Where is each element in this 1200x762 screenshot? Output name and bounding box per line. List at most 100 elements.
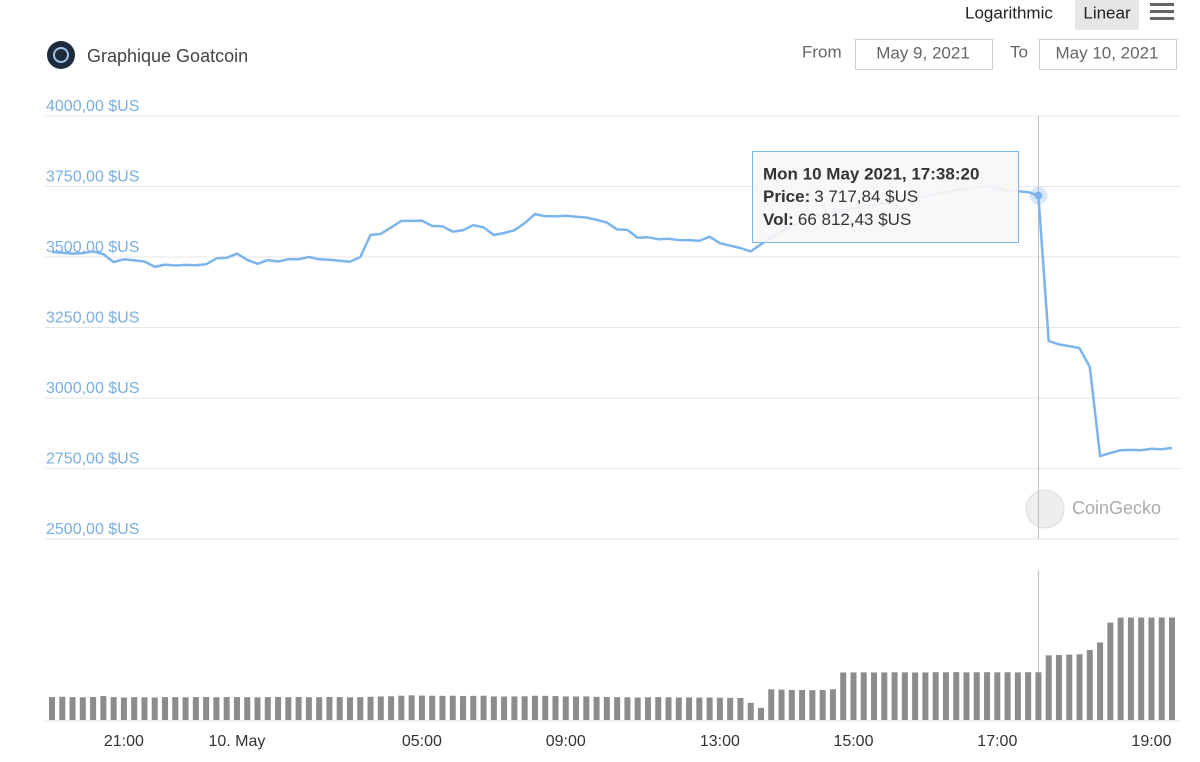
volume-bar: [1148, 617, 1155, 720]
volume-bar: [860, 672, 867, 720]
volume-bar: [357, 697, 364, 720]
volume-bar: [346, 697, 353, 720]
volume-bar: [727, 697, 734, 720]
volume-bar: [634, 697, 641, 720]
to-label: To: [1010, 42, 1028, 61]
scale-button[interactable]: Linear: [1083, 3, 1131, 22]
volume-bar: [994, 672, 1001, 720]
volume-bar: [542, 695, 549, 720]
x-tick-label: 10. May: [208, 733, 265, 750]
volume-bar: [891, 672, 898, 720]
tooltip-value: 66 812,43 $US: [798, 210, 911, 229]
from-date: May 9, 2021: [876, 43, 970, 62]
volume-bar: [1014, 672, 1021, 720]
menu-bar: [1150, 3, 1174, 6]
volume-bar: [470, 695, 477, 720]
volume-bar: [326, 697, 333, 720]
volume-bar: [1004, 672, 1011, 720]
volume-bar: [480, 695, 487, 720]
volume-bar: [1055, 655, 1062, 720]
volume-bar: [655, 697, 662, 720]
volume-bar: [706, 697, 713, 720]
volume-bar: [1158, 617, 1165, 720]
volume-bar: [531, 695, 538, 720]
volume-bar: [429, 695, 436, 720]
volume-bar: [573, 696, 580, 720]
volume-bar: [768, 689, 775, 720]
volume-bar: [254, 697, 261, 720]
tooltip: Mon 10 May 2021, 17:38:20 Price: 3 717,84 …: [752, 151, 1019, 243]
tooltip-label: Price:: [763, 187, 810, 206]
volume-bar: [562, 696, 569, 720]
menu-button[interactable]: [1150, 3, 1174, 20]
volume-bar: [1117, 617, 1124, 720]
active-button-bg: [1075, 0, 1139, 30]
tooltip-value: 3 717,84 $US: [814, 187, 918, 206]
menu-bar: [1150, 17, 1174, 20]
tooltip-label: Vol:: [763, 210, 794, 229]
volume-bar: [336, 697, 343, 720]
volume-bar: [603, 697, 610, 720]
tooltip-row: Price: 3 717,84 $US: [763, 187, 918, 206]
coin-icon: [47, 41, 75, 69]
x-tick-label: 05:00: [402, 733, 442, 750]
volume-bar: [922, 672, 929, 720]
volume-bar: [1045, 655, 1052, 720]
volume-bar: [932, 672, 939, 720]
to-date: May 10, 2021: [1055, 43, 1158, 62]
volume-bar: [223, 697, 230, 720]
volume-bar: [79, 697, 86, 720]
to-input[interactable]: [1039, 39, 1177, 70]
y-tick-label: 4000,00 $US: [46, 98, 139, 115]
volume-bar: [367, 696, 374, 720]
volume-bar: [881, 672, 888, 720]
volume-bar: [449, 695, 456, 720]
volume-bar: [819, 690, 826, 720]
chart-title: Graphique Goatcoin: [87, 46, 248, 66]
volume-bar: [953, 672, 960, 720]
volume-bar: [1127, 617, 1134, 720]
scale-button[interactable]: Logarithmic: [965, 3, 1053, 22]
volume-bar: [644, 697, 651, 720]
coin-icon-detail: [53, 47, 69, 63]
volume-bar: [388, 696, 395, 720]
volume-bar: [418, 695, 425, 720]
watermark-logo: [1025, 489, 1065, 529]
volume-bar: [316, 697, 323, 720]
y-tick-label: 3000,00 $US: [46, 380, 139, 397]
volume-bar: [501, 696, 508, 720]
volume-bar: [675, 697, 682, 720]
volume-bar: [696, 697, 703, 720]
y-tick-label: 3250,00 $US: [46, 310, 139, 327]
volume-bar: [788, 690, 795, 720]
y-tick-label: 2500,00 $US: [46, 521, 139, 538]
volume-bar: [593, 696, 600, 720]
watermark: CoinGecko: [1025, 489, 1161, 529]
x-tick-label: 19:00: [1131, 733, 1171, 750]
volume-bar: [264, 697, 271, 720]
volume-bar: [850, 672, 857, 720]
hover-point: [1034, 191, 1043, 200]
plot: 2500,00 $US 2750,00 $US 3000,00 $US 3250,00…: [45, 98, 1180, 750]
volume-bar: [439, 695, 446, 720]
volume-bar: [1066, 654, 1073, 720]
volume-bar: [233, 697, 240, 720]
volume-bar: [377, 696, 384, 720]
volume-bar: [244, 697, 251, 720]
volume-bar: [799, 690, 806, 720]
volume-bar: [192, 697, 199, 720]
volume-bar: [912, 672, 919, 720]
controls: Logarithmic Linear Graphique Goatcoin Fr…: [47, 0, 1177, 70]
volume-bar: [737, 698, 744, 720]
y-tick-label: 3750,00 $US: [46, 169, 139, 186]
volume-bar: [778, 689, 785, 720]
from-input[interactable]: [855, 39, 993, 70]
volume-bar: [275, 696, 282, 720]
volume-bar: [665, 697, 672, 720]
y-tick-label: 2750,00 $US: [46, 451, 139, 468]
tooltip-box: [752, 151, 1019, 243]
tooltip-row: Vol: 66 812,43 $US: [763, 210, 911, 229]
from-label: From: [802, 42, 842, 61]
volume-bar: [490, 696, 497, 720]
volume-bar: [1035, 672, 1042, 720]
